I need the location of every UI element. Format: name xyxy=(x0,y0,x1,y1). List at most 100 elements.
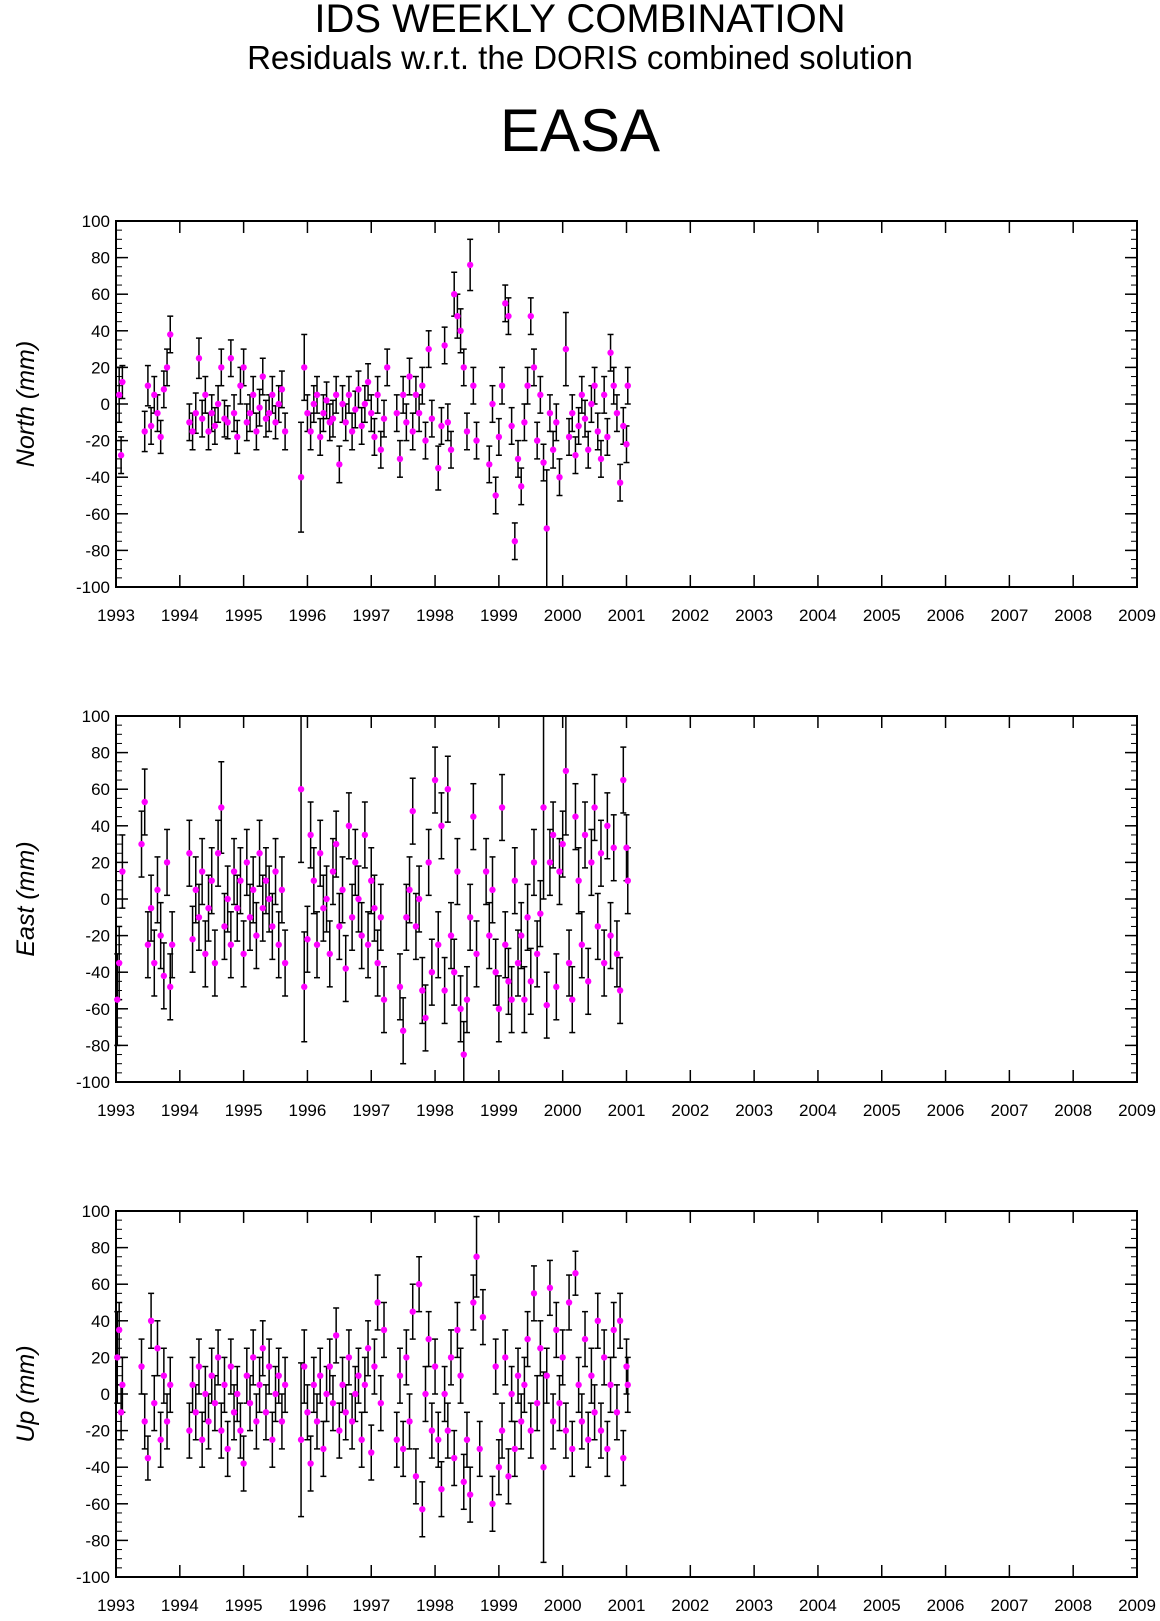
x-tick-label: 2004 xyxy=(799,1101,837,1120)
data-point xyxy=(211,959,219,967)
data-point xyxy=(307,428,314,435)
x-tick-label: 2006 xyxy=(927,1101,965,1120)
data-point xyxy=(511,1445,519,1453)
data-point xyxy=(415,895,423,903)
data-point xyxy=(393,409,400,417)
data-point xyxy=(486,461,493,468)
data-point xyxy=(537,910,544,917)
data-point xyxy=(262,1409,270,1416)
data-point xyxy=(546,859,554,866)
data-point xyxy=(428,415,436,422)
data-point xyxy=(278,1418,286,1425)
data-point xyxy=(438,1485,445,1493)
y-axis-label: East (mm) xyxy=(12,841,40,956)
data-point xyxy=(304,936,311,943)
data-point xyxy=(581,831,589,839)
x-tick-label: 1995 xyxy=(225,1596,263,1615)
data-point xyxy=(406,1418,413,1425)
data-point xyxy=(431,1363,439,1370)
data-point xyxy=(208,409,215,417)
data-point xyxy=(320,1445,327,1453)
data-point xyxy=(466,914,474,921)
data-point xyxy=(310,877,318,884)
x-tick-label: 2003 xyxy=(735,606,773,625)
data-point xyxy=(565,433,573,441)
data-point xyxy=(272,868,279,875)
data-point xyxy=(167,1381,174,1389)
data-point xyxy=(463,1436,471,1443)
data-point xyxy=(444,1427,452,1434)
data-point xyxy=(317,433,324,441)
data-point xyxy=(380,1326,388,1334)
x-tick-label: 1996 xyxy=(289,606,327,625)
y-tick-label: 0 xyxy=(101,890,110,909)
x-tick-label: 2007 xyxy=(990,1596,1028,1615)
data-point xyxy=(119,868,126,875)
data-point xyxy=(336,461,343,468)
data-point xyxy=(419,1506,426,1513)
data-point xyxy=(607,932,614,939)
data-point xyxy=(348,914,356,921)
x-tick-label: 2005 xyxy=(863,1596,901,1615)
data-point xyxy=(189,428,196,435)
data-point xyxy=(530,1290,538,1297)
data-point xyxy=(495,1005,503,1012)
data-point xyxy=(562,345,570,353)
data-point xyxy=(221,923,228,930)
data-point xyxy=(476,1445,483,1453)
data-point xyxy=(262,877,270,884)
data-point xyxy=(610,1326,617,1334)
data-point xyxy=(444,786,452,793)
data-point xyxy=(422,1014,429,1022)
data-point xyxy=(240,950,247,958)
data-point xyxy=(441,1390,448,1398)
data-point xyxy=(380,996,388,1003)
y-tick-label: 20 xyxy=(91,1348,110,1367)
data-point xyxy=(591,1409,598,1416)
data-point xyxy=(524,1335,531,1343)
data-point xyxy=(572,452,579,459)
data-point xyxy=(332,391,340,399)
data-point xyxy=(374,1299,381,1306)
y-tick-label: -80 xyxy=(85,541,110,560)
data-point xyxy=(265,895,273,903)
data-point xyxy=(249,391,257,399)
data-point xyxy=(186,850,193,857)
data-point xyxy=(498,382,506,389)
data-point xyxy=(253,428,260,435)
x-tick-label: 2009 xyxy=(1118,1101,1156,1120)
data-point xyxy=(368,409,375,417)
data-point xyxy=(345,391,353,399)
y-tick-label: 80 xyxy=(91,744,110,763)
data-point xyxy=(533,437,541,444)
data-point xyxy=(384,364,391,371)
data-point xyxy=(575,877,582,884)
data-point xyxy=(253,932,260,939)
data-point xyxy=(364,1345,372,1352)
north-panel: -100 -80 -60 -40 -20 0 20 40 60 80 100 1993 1994 1995… xyxy=(12,212,1156,625)
data-point xyxy=(167,983,174,991)
x-tick-label: 1996 xyxy=(289,1596,327,1615)
data-point xyxy=(221,1381,228,1389)
data-point xyxy=(588,400,595,408)
data-point xyxy=(546,409,554,417)
data-point xyxy=(498,804,506,811)
y-tick-label: -40 xyxy=(85,1458,110,1477)
data-point xyxy=(505,978,512,985)
data-point xyxy=(265,1363,273,1370)
y-tick-label: 40 xyxy=(91,322,110,341)
data-point xyxy=(332,1332,340,1339)
data-point xyxy=(425,859,432,866)
data-point xyxy=(415,409,423,417)
data-point xyxy=(281,959,289,967)
data-point xyxy=(144,1454,152,1462)
data-point xyxy=(339,1381,346,1389)
data-point xyxy=(422,1390,429,1398)
y-tick-label: -60 xyxy=(85,1495,110,1514)
east-panel: -100 -80 -60 -40 -20 0 20 40 60 80 100 1993 1994 1995… xyxy=(12,707,1156,1120)
data-point xyxy=(342,965,349,972)
y-tick-label: -60 xyxy=(85,505,110,524)
data-point xyxy=(412,923,420,930)
x-tick-label: 1993 xyxy=(97,1101,135,1120)
x-tick-label: 1998 xyxy=(416,1596,454,1615)
